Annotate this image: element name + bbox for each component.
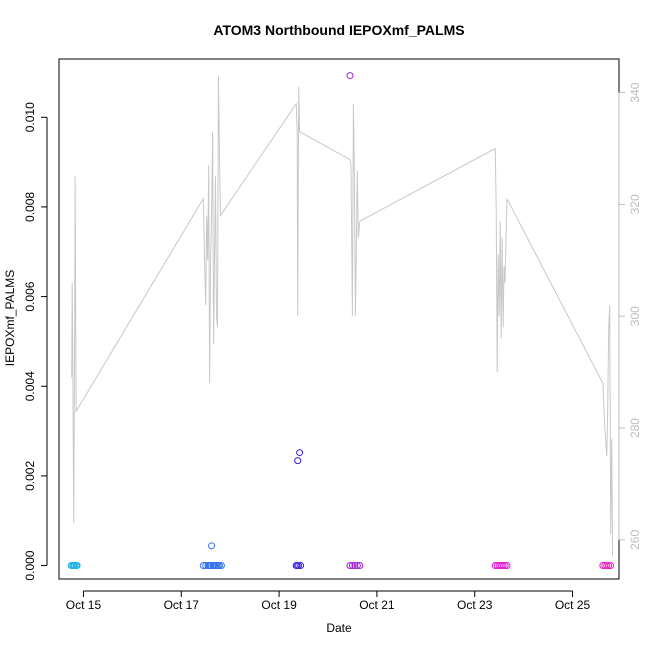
- data-point: [211, 562, 219, 570]
- plot-frame: [58, 58, 620, 580]
- chart-title: ATOM3 Northbound IEPOXmf_PALMS: [213, 22, 464, 38]
- data-point: [499, 562, 507, 570]
- y2-tick-label: 300: [628, 306, 642, 326]
- data-point: [208, 542, 216, 550]
- y2-tick-label: 260: [628, 530, 642, 550]
- data-point: [348, 562, 356, 570]
- x-tick-label: Oct 17: [164, 598, 200, 612]
- y-tick-label: 0.002: [23, 461, 37, 491]
- data-point: [73, 562, 81, 570]
- data-point: [353, 562, 361, 570]
- secondary-line-series: [71, 75, 614, 557]
- data-point: [346, 562, 354, 570]
- data-point: [605, 562, 613, 570]
- y2-tick-label: 340: [628, 82, 642, 102]
- data-point: [603, 562, 611, 570]
- data-point: [501, 562, 509, 570]
- x-tick-label: Oct 15: [66, 598, 102, 612]
- x-axis: Oct 15 Oct 17 Oct 19 Oct 21 Oct 23 Oct 25: [66, 590, 591, 612]
- y2-tick-label: 320: [628, 194, 642, 214]
- secondary-line: [71, 75, 614, 557]
- y2-tick-label: 280: [628, 418, 642, 438]
- y-tick-label: 0.000: [23, 550, 37, 580]
- data-point: [351, 562, 359, 570]
- y-axis-right: 260 280 300 320 340: [618, 82, 642, 550]
- y-tick-label: 0.008: [23, 192, 37, 222]
- data-point: [215, 562, 223, 570]
- x-tick-label: Oct 25: [555, 598, 591, 612]
- data-point: [607, 562, 615, 570]
- data-point: [503, 562, 511, 570]
- y-axis-title: IEPOXmf_PALMS: [3, 270, 17, 366]
- y-tick-label: 0.010: [23, 102, 37, 132]
- data-point: [297, 562, 305, 570]
- x-tick-label: Oct 19: [261, 598, 297, 612]
- data-point: [295, 562, 303, 570]
- data-point: [346, 72, 354, 80]
- data-point: [356, 562, 364, 570]
- data-point: [296, 449, 304, 457]
- y-axis-left: 0.000 0.002 0.004 0.006 0.008 0.010: [23, 102, 48, 581]
- x-axis-title: Date: [326, 621, 352, 635]
- y-tick-label: 0.004: [23, 371, 37, 401]
- data-point: [294, 457, 302, 465]
- x-tick-label: Oct 23: [457, 598, 493, 612]
- y-tick-label: 0.006: [23, 281, 37, 311]
- data-point: [217, 562, 225, 570]
- data-point: [202, 562, 210, 570]
- x-tick-label: Oct 21: [359, 598, 395, 612]
- scatter-series: [67, 72, 615, 570]
